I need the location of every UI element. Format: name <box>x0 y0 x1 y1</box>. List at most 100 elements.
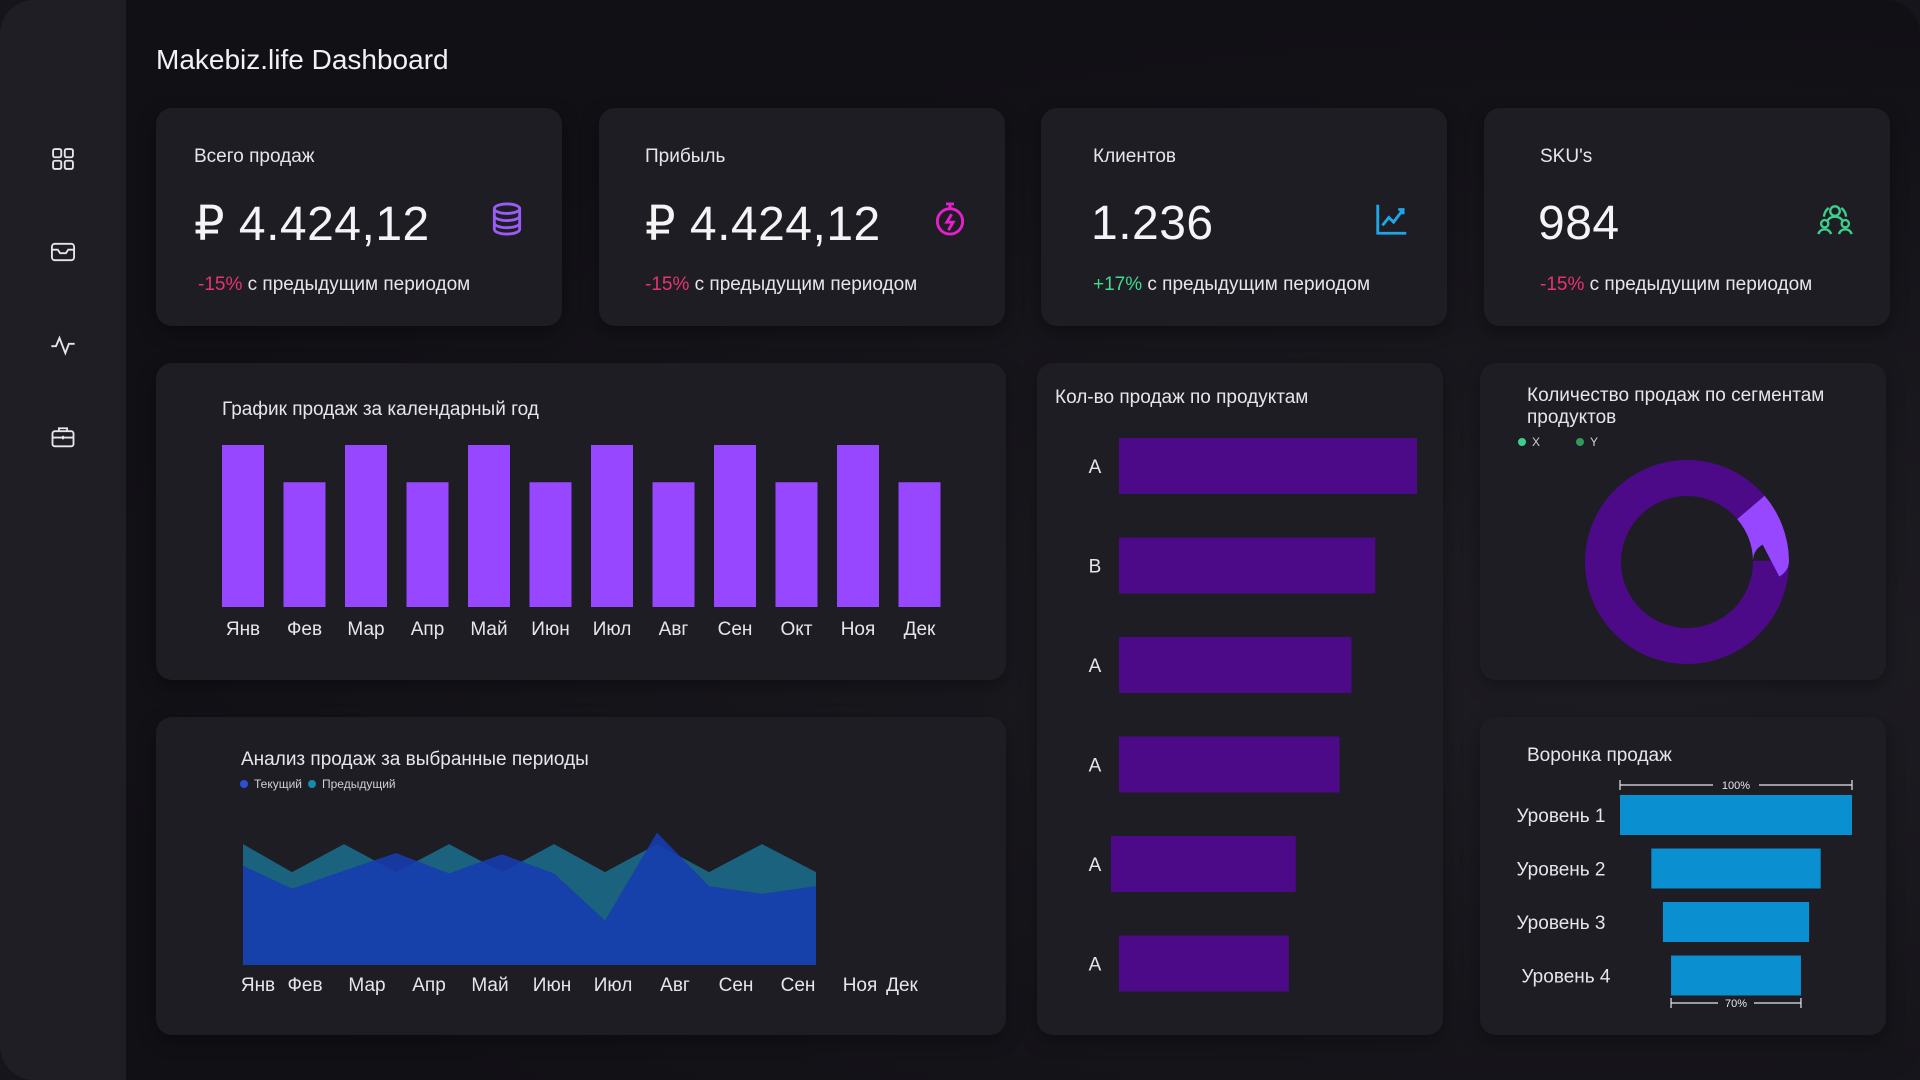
dashboard-grid-icon[interactable] <box>44 140 82 178</box>
y-tick-label: Уровень 1 <box>1516 806 1605 827</box>
line-chart-icon <box>1376 204 1407 235</box>
x-tick-label: Апр <box>412 975 446 996</box>
kpi-label: Всего продаж <box>194 146 315 167</box>
bar <box>775 482 818 607</box>
bar <box>222 445 264 607</box>
x-tick-label: Окт <box>780 619 812 640</box>
kpi-value: ₽ 4.424,12 <box>645 198 881 251</box>
kpi-change: -15% с предыдущим периодом <box>1540 274 1812 296</box>
y-tick-label: A <box>1089 955 1102 976</box>
bar <box>468 445 510 607</box>
legend-label-current: Текущий <box>254 777 302 791</box>
y-tick-label: A <box>1089 457 1102 478</box>
kpi-value: 984 <box>1538 197 1620 250</box>
legend-dot-current <box>240 780 248 788</box>
sales-year-title: График продаж за календарный год <box>222 399 539 420</box>
x-tick-label: Июл <box>594 975 633 996</box>
bar <box>898 482 941 607</box>
kpi-change-text: с предыдущим периодом <box>1584 274 1813 295</box>
x-tick-label: Мар <box>347 619 384 640</box>
x-tick-label: Мар <box>348 975 385 996</box>
bar <box>529 482 572 607</box>
x-tick-label: Сен <box>718 619 753 640</box>
segments-title: Количество продаж по сегментам продуктов <box>1527 385 1825 428</box>
x-tick-label: Янв <box>226 619 260 640</box>
bar <box>1119 935 1289 992</box>
x-tick-label: Янв <box>241 975 275 996</box>
analysis-card: Анализ продаж за выбранные периоды Текущ… <box>156 717 1006 1035</box>
kpi-change-text: с предыдущим периодом <box>242 274 471 295</box>
bar <box>1119 438 1417 494</box>
x-tick-label: Авг <box>659 619 689 640</box>
bar <box>406 482 449 607</box>
y-tick-label: A <box>1089 656 1102 677</box>
x-tick-label: Июн <box>531 619 569 640</box>
kpi-value: 1.236 <box>1091 197 1214 250</box>
funnel-bar <box>1671 955 1801 996</box>
y-tick-label: B <box>1089 557 1102 578</box>
segments-legend: X Y <box>1518 435 1598 449</box>
bracket-label-bg <box>1713 778 1759 792</box>
x-tick-label: Ноя <box>843 975 878 996</box>
bar <box>1119 637 1352 693</box>
x-tick-label: Май <box>470 619 507 640</box>
users-icon <box>1817 205 1853 235</box>
pie-slice <box>1585 460 1789 664</box>
kpi-change: -15% с предыдущим периодом <box>645 274 917 296</box>
funnel-bar <box>1651 848 1821 889</box>
sales-year-chart: Янв Фев Мар Апр Май Июн Июл Авг Сен Окт Ноя Дек <box>222 445 941 640</box>
funnel-bar <box>1620 795 1852 835</box>
x-tick-label: Сен <box>781 975 816 996</box>
kpi-label: Клиентов <box>1093 146 1176 167</box>
x-tick-label: Сен <box>719 975 754 996</box>
x-tick-label: Дек <box>886 975 918 996</box>
x-tick-label: Ноя <box>841 619 876 640</box>
kpi-change: +17% с предыдущим периодом <box>1093 274 1370 296</box>
kpi-change-percent: -15% <box>198 274 243 295</box>
legend-dot-y <box>1576 438 1585 446</box>
page-title: Makebiz.life Dashboard <box>156 44 449 75</box>
x-tick-label: Май <box>471 975 508 996</box>
y-tick-label: Уровень 2 <box>1516 860 1605 881</box>
stopwatch-icon <box>935 202 965 236</box>
x-tick-label: Дек <box>904 619 936 640</box>
products-card: Кол-во продаж по продуктам A B A A A A <box>1037 363 1443 1035</box>
x-tick-label: Фев <box>287 975 322 996</box>
legend-dot-previous <box>308 780 316 788</box>
y-tick-label: Уровень 4 <box>1521 967 1610 988</box>
legend-label-x: X <box>1532 435 1541 449</box>
bar <box>1111 836 1296 892</box>
kpi-change-percent: -15% <box>1540 274 1585 295</box>
analysis-area-chart: Янв Фев Мар Апр Май Июн Июл Авг Сен Сен Ноя Дек <box>241 832 919 996</box>
x-tick-label: Июн <box>533 975 571 996</box>
briefcase-icon[interactable] <box>44 418 82 456</box>
y-tick-label: Уровень 3 <box>1516 913 1605 934</box>
bar <box>652 482 695 607</box>
kpi-change: -15% с предыдущим периодом <box>198 274 470 296</box>
kpi-card-clients: Клиентов 1.236 +17% с предыдущим периодо… <box>1041 108 1447 326</box>
bar <box>283 482 326 607</box>
products-title: Кол-во продаж по продуктам <box>1055 387 1309 408</box>
bar <box>837 445 879 607</box>
x-tick-label: Июл <box>593 619 632 640</box>
funnel-card: Воронка продаж 100% Уровень 1 Уровень 2 Уро… <box>1480 717 1886 1035</box>
products-chart: A B A A A A <box>1089 438 1417 992</box>
kpi-change-percent: -15% <box>645 274 690 295</box>
bar <box>591 445 633 607</box>
x-tick-label: Авг <box>660 975 690 996</box>
database-icon <box>492 202 522 236</box>
bar <box>345 445 387 607</box>
kpi-label: Прибыль <box>645 146 726 167</box>
bracket-label: 70% <box>1725 998 1747 1010</box>
funnel-chart: 100% Уровень 1 Уровень 2 Уровень 3 Уровень 4… <box>1516 778 1853 1010</box>
legend-label-previous: Предыдущий <box>322 777 396 791</box>
wallet-icon[interactable] <box>44 233 82 271</box>
kpi-change-text: с предыдущим периодом <box>689 274 918 295</box>
x-tick-label: Фев <box>287 619 322 640</box>
activity-icon[interactable] <box>44 326 82 364</box>
legend-dot-x <box>1518 438 1526 446</box>
analysis-title: Анализ продаж за выбранные периоды <box>241 749 589 770</box>
analysis-legend: Текущий Предыдущий <box>240 777 396 791</box>
y-tick-label: A <box>1089 756 1102 777</box>
